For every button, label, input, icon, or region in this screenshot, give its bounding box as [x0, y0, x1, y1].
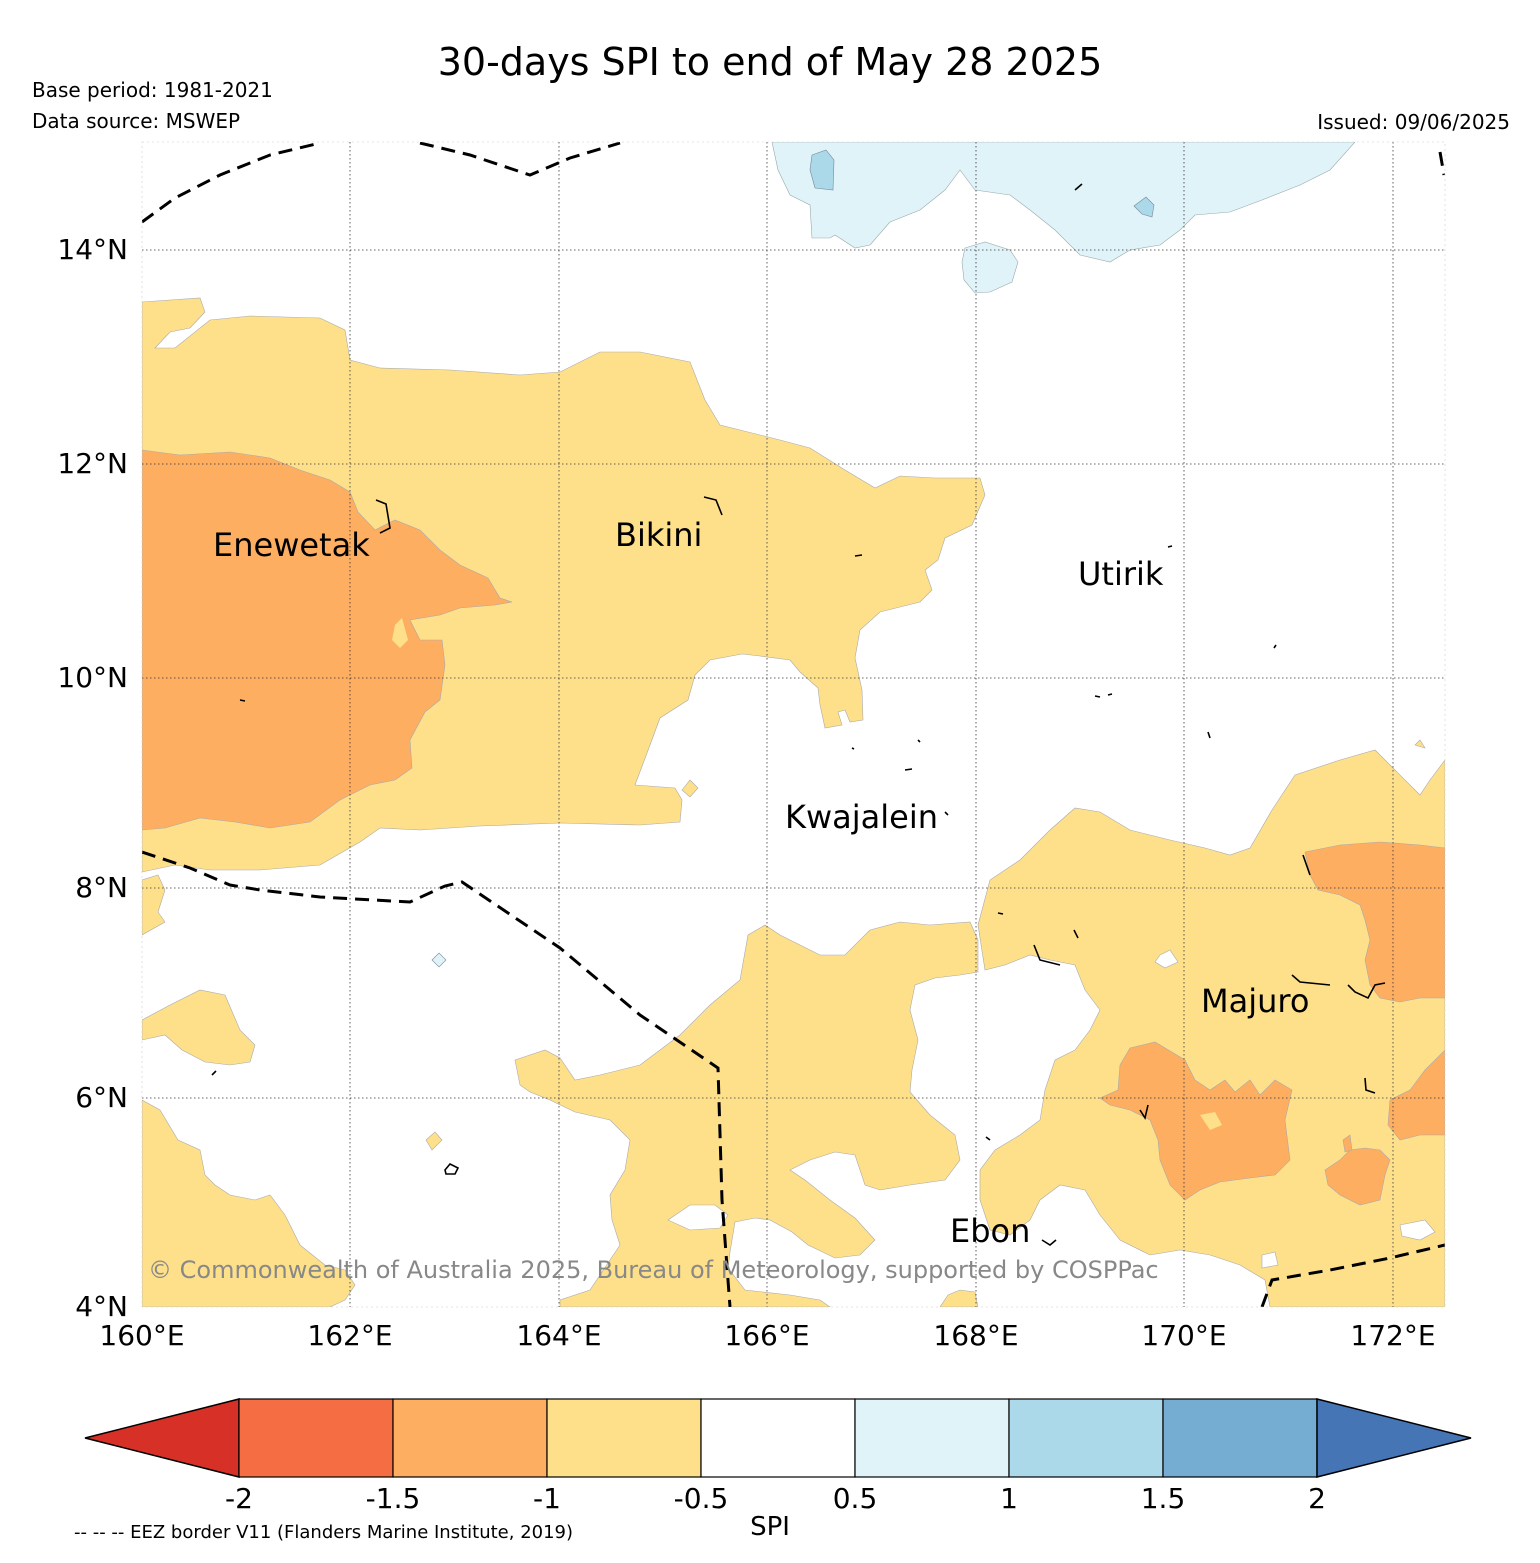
- lon-tick-label: 170°E: [1141, 1319, 1226, 1352]
- spi-region-neutral: [667, 1204, 729, 1231]
- lon-tick-label: 160°E: [99, 1319, 184, 1352]
- spi-region-neutral: [1399, 1219, 1436, 1241]
- colorbar-segment: [546, 1398, 702, 1478]
- place-label-majuro: Majuro: [1201, 982, 1309, 1020]
- copyright-watermark: © Commonwealth of Australia 2025, Bureau…: [148, 1256, 1159, 1284]
- lon-tick-label: 162°E: [307, 1319, 392, 1352]
- colorbar-segment: [84, 1398, 240, 1478]
- place-label-kwajalein: Kwajalein: [785, 798, 938, 836]
- lat-tick-label: 6°N: [75, 1081, 128, 1114]
- spi-region-dry: [977, 749, 1445, 1307]
- place-label-bikini: Bikini: [615, 516, 702, 554]
- data-source-text: Data source: MSWEP: [32, 109, 241, 133]
- spi-region-wetter: [809, 149, 835, 191]
- spi-region-dry: [1414, 739, 1426, 749]
- spi-region-dry: [514, 921, 979, 1307]
- issued-date-text: Issued: 09/06/2025: [1317, 110, 1510, 134]
- colorbar-tick-label: -1.5: [366, 1482, 421, 1515]
- spi-region-drier: [1304, 841, 1445, 1003]
- colorbar-segment: [1008, 1398, 1164, 1478]
- colorbar-tick-label: 0.5: [833, 1482, 878, 1515]
- spi-region-dry: [142, 1099, 356, 1307]
- colorbar-segment: [238, 1398, 394, 1478]
- colorbar-tick-label: 1.5: [1141, 1482, 1186, 1515]
- spi-region-wetter: [1133, 196, 1155, 218]
- colorbar-label: SPI: [750, 1512, 790, 1542]
- colorbar-segment: [1316, 1398, 1472, 1478]
- eez-border-note: -- -- -- EEZ border V11 (Flanders Marine…: [74, 1522, 574, 1543]
- spi-region-dry: [939, 1289, 979, 1307]
- map-gridlines: [142, 142, 1445, 1307]
- spi-colorbar: [84, 1398, 1472, 1478]
- place-label-utirik: Utirik: [1078, 555, 1164, 593]
- base-period-text: Base period: 1981-2021: [32, 78, 273, 102]
- page-title: 30-days SPI to end of May 28 2025: [437, 40, 1103, 84]
- lon-tick-label: 164°E: [516, 1319, 601, 1352]
- colorbar-segment: [1162, 1398, 1318, 1478]
- spi-region-drier: [1324, 1147, 1391, 1206]
- lat-tick-label: 8°N: [75, 871, 128, 904]
- lon-tick-label: 166°E: [724, 1319, 809, 1352]
- spi-region-dry: [425, 1131, 443, 1151]
- spi-region-neutral: [1261, 1251, 1279, 1269]
- colorbar-tick-label: 2: [1308, 1482, 1326, 1515]
- lat-tick-label: 10°N: [57, 661, 128, 694]
- colorbar-segment: [700, 1398, 856, 1478]
- spi-region-dry: [142, 989, 256, 1066]
- spi-region-neutral: [1154, 949, 1179, 969]
- colorbar-segment: [854, 1398, 1010, 1478]
- lat-tick-label: 14°N: [57, 233, 128, 266]
- lat-tick-label: 4°N: [75, 1290, 128, 1323]
- spi-fields: [142, 142, 1445, 1307]
- lon-tick-label: 168°E: [933, 1319, 1018, 1352]
- colorbar-tick-label: 1: [1000, 1482, 1018, 1515]
- spi-region-dry: [681, 779, 699, 798]
- spi-region-wet: [771, 142, 1356, 263]
- spi-region-drier: [142, 449, 513, 831]
- colorbar-tick-label: -1: [533, 1482, 561, 1515]
- spi-region-wet: [431, 952, 447, 968]
- place-label-enewetak: Enewetak: [213, 526, 370, 564]
- spi-region-drier: [1342, 1134, 1353, 1153]
- spi-region-dry: [142, 874, 166, 936]
- colorbar-tick-label: -0.5: [674, 1482, 729, 1515]
- colorbar-tick-label: -2: [225, 1482, 253, 1515]
- spi-region-drier: [1387, 1049, 1445, 1141]
- place-label-ebon: Ebon: [950, 1212, 1030, 1250]
- spi-region-dry: [392, 618, 408, 648]
- colorbar-segment: [392, 1398, 548, 1478]
- map-frame: [141, 141, 1446, 1308]
- lat-tick-label: 12°N: [57, 447, 128, 480]
- spi-region-drier: [1099, 1041, 1293, 1201]
- eez-border: [142, 142, 1445, 1307]
- lon-tick-label: 172°E: [1350, 1319, 1435, 1352]
- atoll-coastlines: [211, 183, 1386, 1246]
- spi-region-dry: [1200, 1112, 1222, 1130]
